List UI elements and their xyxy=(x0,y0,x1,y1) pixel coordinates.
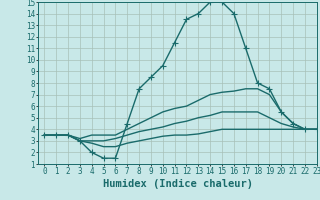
X-axis label: Humidex (Indice chaleur): Humidex (Indice chaleur) xyxy=(103,179,252,189)
